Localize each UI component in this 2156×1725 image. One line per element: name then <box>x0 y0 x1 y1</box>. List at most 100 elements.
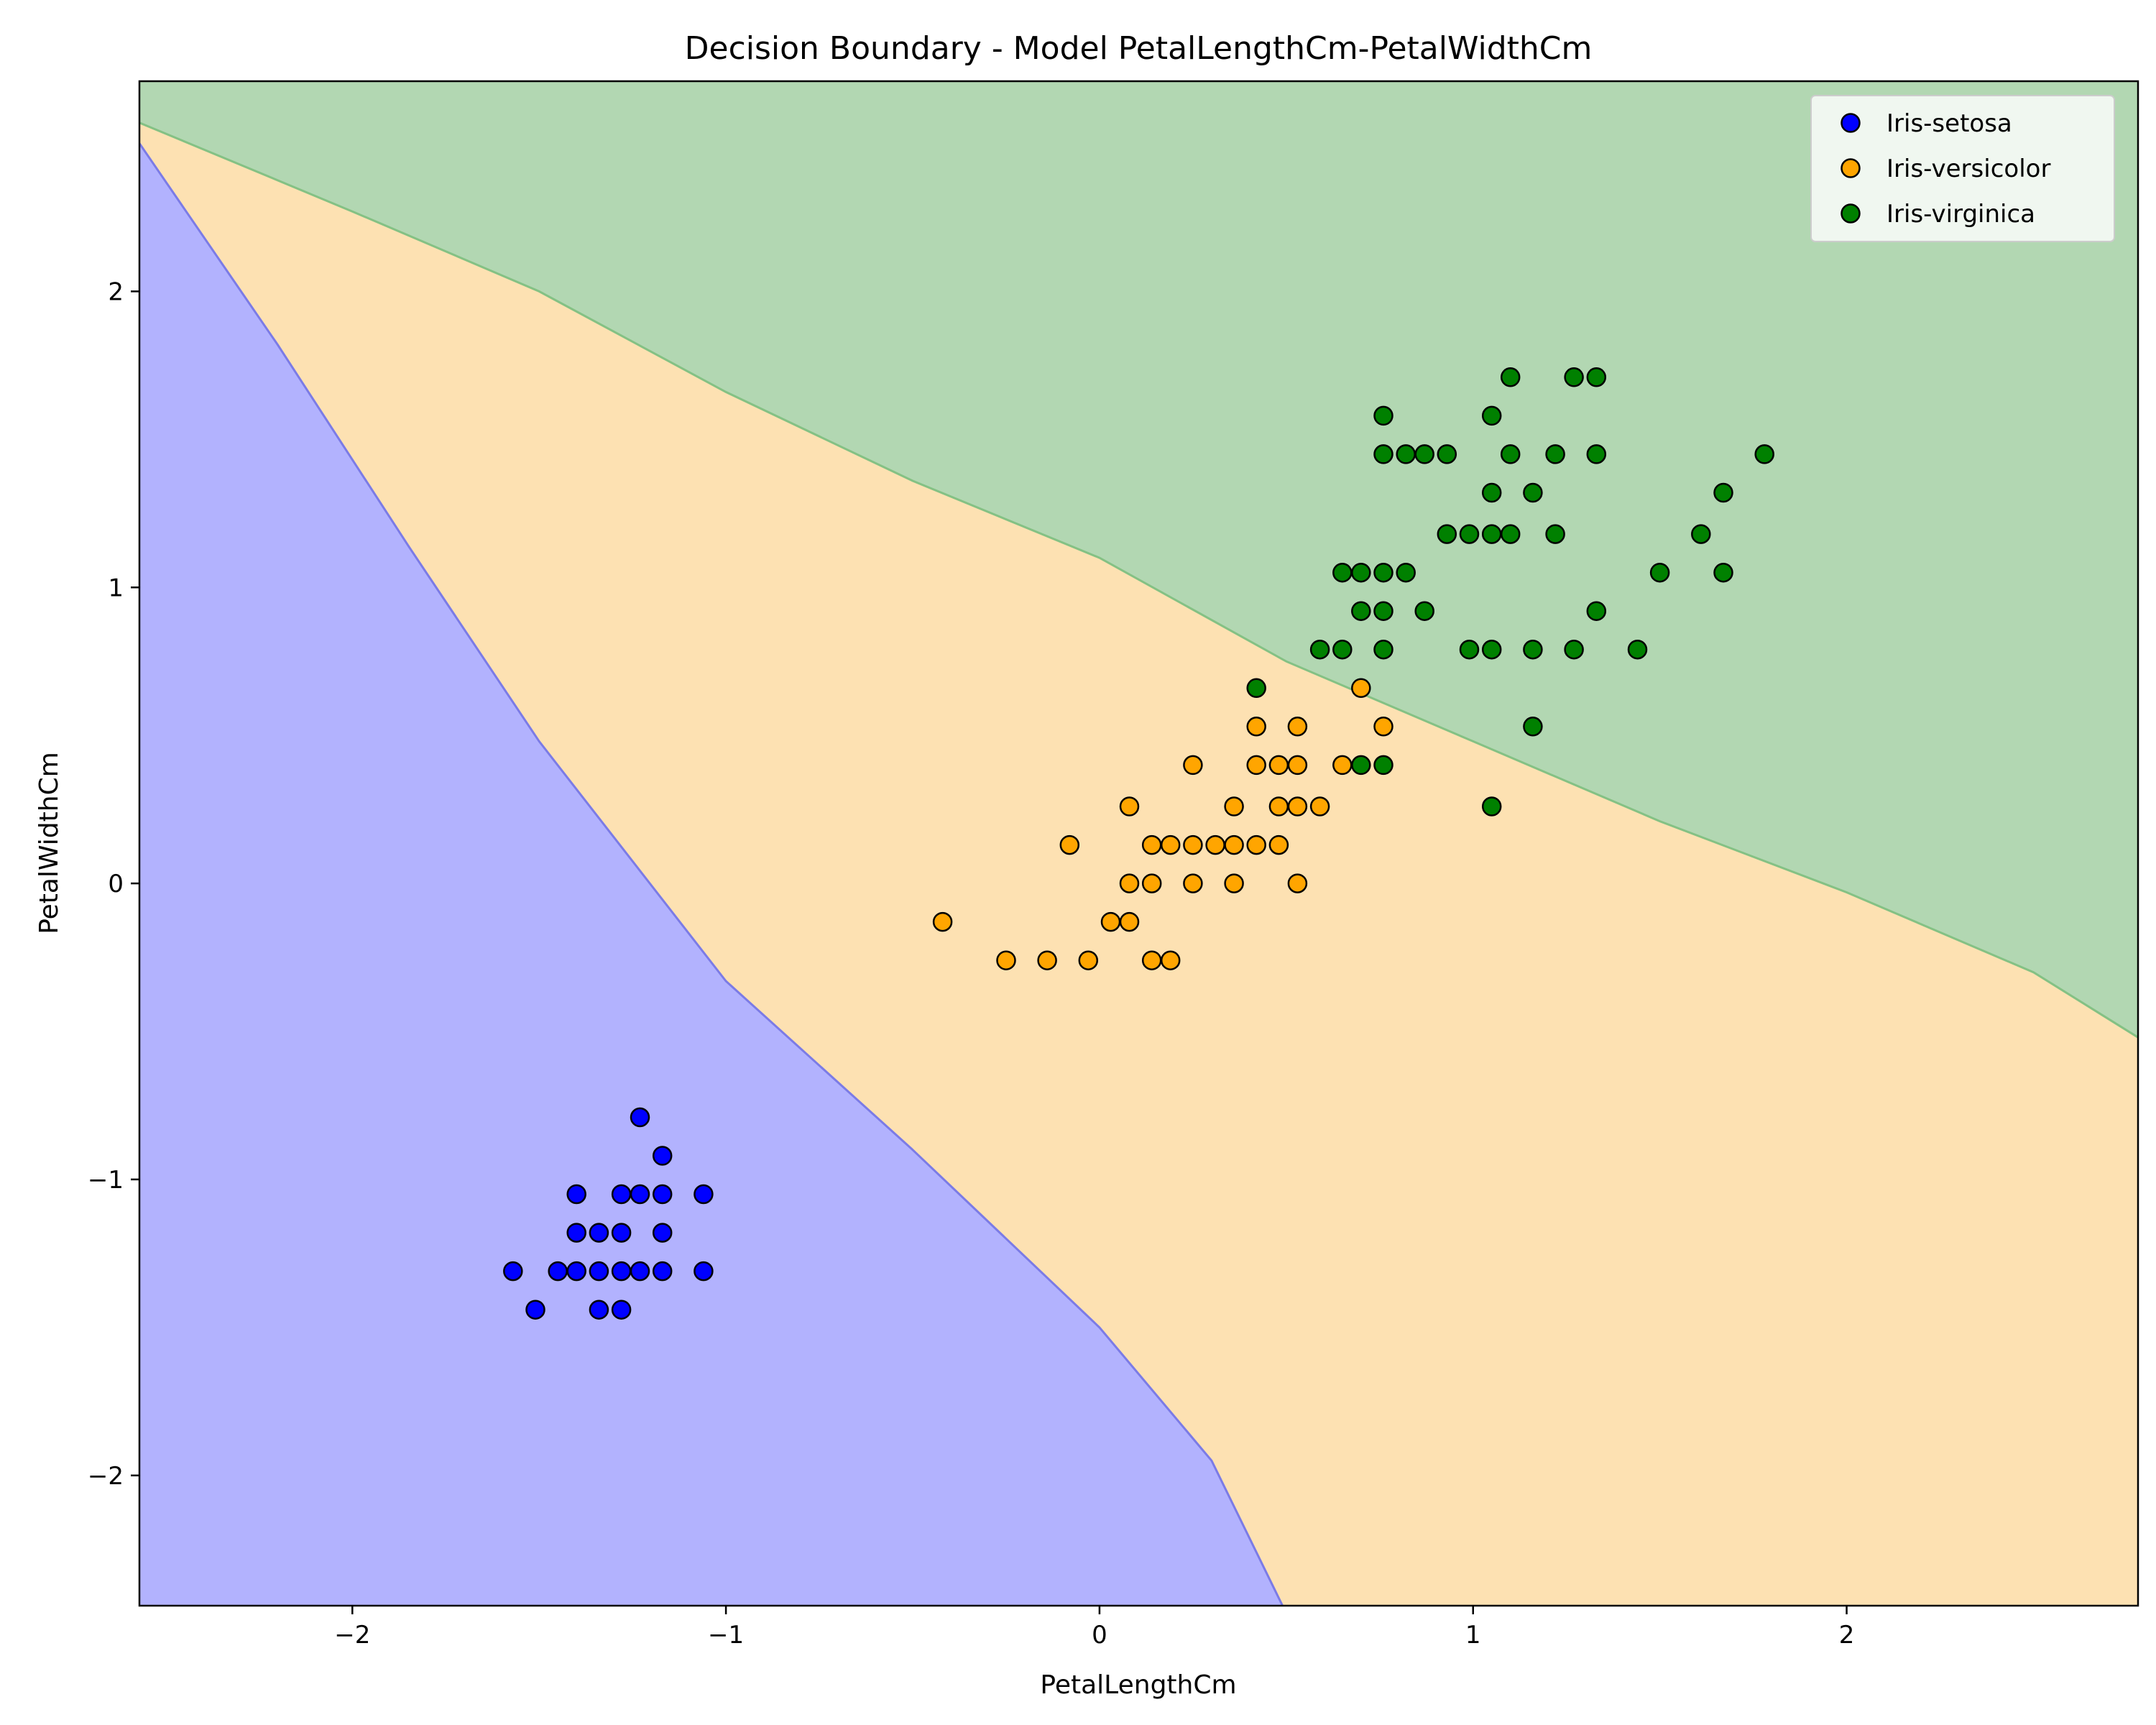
point-iris-versicolor <box>1183 834 1203 855</box>
scatter-points <box>503 367 1774 1320</box>
point-iris-versicolor <box>932 911 953 932</box>
point-iris-virginica <box>1414 444 1434 464</box>
point-iris-virginica <box>1414 601 1434 621</box>
point-iris-virginica <box>1373 562 1393 583</box>
point-iris-virginica <box>1481 639 1502 660</box>
point-iris-setosa <box>566 1184 586 1205</box>
point-iris-virginica <box>1500 367 1521 387</box>
point-iris-virginica <box>1351 562 1371 583</box>
y-axis-label: PetalWidthCm <box>34 752 64 934</box>
point-iris-versicolor <box>1246 755 1266 776</box>
point-iris-setosa <box>611 1184 632 1205</box>
point-iris-setosa <box>652 1223 673 1243</box>
point-iris-versicolor <box>1309 796 1330 816</box>
legend: Iris-setosa Iris-versicolor Iris-virginica <box>1810 95 2115 242</box>
point-iris-versicolor <box>1141 950 1162 970</box>
point-iris-versicolor <box>1100 911 1121 932</box>
point-iris-virginica <box>1373 639 1393 660</box>
point-iris-setosa <box>630 1184 650 1205</box>
point-iris-versicolor <box>996 950 1016 970</box>
point-iris-virginica <box>1309 639 1330 660</box>
legend-box <box>1810 95 2115 242</box>
point-iris-virginica <box>1396 444 1416 464</box>
point-iris-virginica <box>1500 524 1521 544</box>
point-iris-versicolor <box>1287 755 1308 776</box>
region-iris-setosa <box>139 81 1283 1606</box>
point-iris-versicolor <box>1160 950 1181 970</box>
point-iris-versicolor <box>1141 873 1162 893</box>
point-iris-versicolor <box>1224 834 1244 855</box>
y-tick-label: 1 <box>108 574 124 602</box>
point-iris-virginica <box>1691 524 1711 544</box>
point-iris-virginica <box>1545 444 1565 464</box>
point-iris-versicolor <box>1205 834 1225 855</box>
point-iris-setosa <box>589 1223 609 1243</box>
point-iris-virginica <box>1373 755 1393 776</box>
point-iris-virginica <box>1373 405 1393 426</box>
legend-marker-iris-versicolor <box>1841 158 1861 178</box>
point-iris-setosa <box>652 1146 673 1166</box>
legend-marker-iris-setosa <box>1841 113 1861 133</box>
point-iris-virginica <box>1545 524 1565 544</box>
legend-label-iris-virginica: Iris-virginica <box>1886 200 2035 229</box>
legend-label-iris-setosa: Iris-setosa <box>1886 109 2012 138</box>
point-iris-setosa <box>589 1300 609 1320</box>
point-iris-versicolor <box>1246 717 1266 737</box>
point-iris-setosa <box>694 1261 714 1282</box>
point-iris-virginica <box>1351 755 1371 776</box>
plot-frame <box>138 80 2139 1607</box>
point-iris-virginica <box>1373 601 1393 621</box>
point-iris-setosa <box>652 1261 673 1282</box>
point-iris-versicolor <box>1373 717 1393 737</box>
point-iris-versicolor <box>1287 796 1308 816</box>
point-iris-versicolor <box>1268 796 1289 816</box>
point-iris-virginica <box>1649 562 1670 583</box>
point-iris-versicolor <box>1332 755 1353 776</box>
y-tick-label: 0 <box>108 870 124 898</box>
point-iris-virginica <box>1246 678 1266 699</box>
point-iris-virginica <box>1459 524 1480 544</box>
point-iris-virginica <box>1586 444 1607 464</box>
point-iris-versicolor <box>1119 796 1140 816</box>
decision-boundary-line-2 <box>139 121 2138 1039</box>
point-iris-setosa <box>652 1184 673 1205</box>
point-iris-setosa <box>630 1107 650 1128</box>
y-tick-label: −2 <box>88 1462 124 1491</box>
point-iris-versicolor <box>1037 950 1057 970</box>
point-iris-virginica <box>1437 444 1457 464</box>
point-iris-versicolor <box>1268 755 1289 776</box>
point-iris-virginica <box>1459 639 1480 660</box>
point-iris-virginica <box>1332 562 1353 583</box>
point-iris-versicolor <box>1183 755 1203 776</box>
point-iris-virginica <box>1564 367 1584 387</box>
point-iris-setosa <box>611 1261 632 1282</box>
point-iris-setosa <box>611 1223 632 1243</box>
point-iris-versicolor <box>1287 873 1308 893</box>
point-iris-versicolor <box>1078 950 1099 970</box>
point-iris-versicolor <box>1119 873 1140 893</box>
point-iris-setosa <box>548 1261 568 1282</box>
point-iris-virginica <box>1586 601 1607 621</box>
point-iris-versicolor <box>1160 834 1181 855</box>
point-iris-virginica <box>1481 482 1502 503</box>
x-tick-label: −1 <box>708 1621 744 1650</box>
point-iris-virginica <box>1713 482 1733 503</box>
x-tick-label: 2 <box>1839 1621 1855 1650</box>
point-iris-setosa <box>630 1261 650 1282</box>
x-tick-label: −2 <box>334 1621 370 1650</box>
point-iris-versicolor <box>1268 834 1289 855</box>
legend-label-iris-versicolor: Iris-versicolor <box>1886 155 2050 183</box>
point-iris-versicolor <box>1246 834 1266 855</box>
point-iris-versicolor <box>1224 796 1244 816</box>
point-iris-virginica <box>1437 524 1457 544</box>
point-iris-setosa <box>589 1261 609 1282</box>
point-iris-setosa <box>611 1300 632 1320</box>
point-iris-virginica <box>1332 639 1353 660</box>
y-tick-label: −1 <box>88 1166 124 1195</box>
point-iris-virginica <box>1523 717 1543 737</box>
point-iris-virginica <box>1564 639 1584 660</box>
region-iris-virginica <box>139 81 2138 1038</box>
point-iris-versicolor <box>1119 911 1140 932</box>
point-iris-virginica <box>1373 444 1393 464</box>
